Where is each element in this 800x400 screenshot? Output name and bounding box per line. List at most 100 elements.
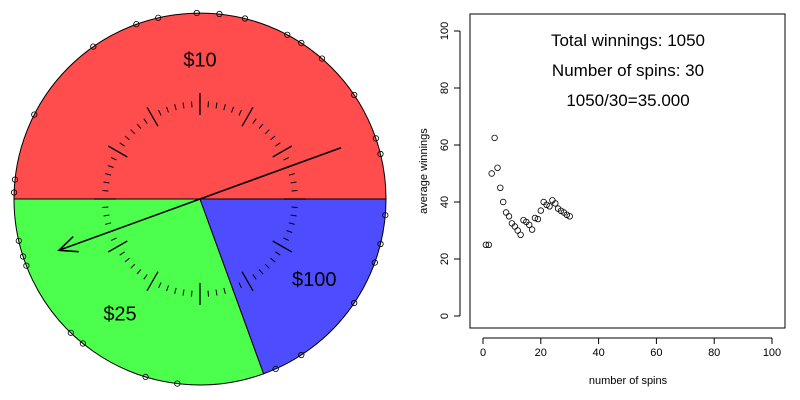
dial-tick [215, 289, 218, 296]
spinner-arrow-head [57, 236, 79, 253]
landing-point [15, 237, 22, 244]
landing-point [23, 262, 30, 269]
dial-tick [124, 257, 130, 263]
data-point [517, 231, 524, 238]
landing-point [382, 212, 389, 219]
landing-point [19, 253, 27, 260]
dial-tick [166, 106, 169, 113]
data-point [491, 134, 498, 142]
annotation-number-of-spins: Number of spins: 30 [552, 61, 704, 80]
data-point [546, 203, 553, 210]
wheel-slice-label: $10 [183, 50, 216, 72]
dial-tick [283, 237, 290, 241]
landing-point [142, 373, 149, 380]
dial-tick [143, 118, 148, 124]
landing-point [11, 189, 18, 196]
x-tick-label: 20 [535, 347, 547, 359]
dial-tick [291, 206, 298, 208]
dial-tick [146, 106, 159, 127]
y-tick-label: 100 [439, 22, 451, 40]
dial-tick [119, 142, 125, 147]
x-tick-label: 0 [480, 347, 486, 359]
dial-tick [207, 101, 209, 108]
landing-point [377, 240, 384, 248]
landing-point [377, 150, 384, 158]
dial-tick [241, 106, 254, 127]
dial-tick [272, 145, 293, 158]
landing-point [284, 31, 291, 38]
landing-point [193, 9, 200, 17]
dial-tick [238, 282, 242, 289]
data-point [566, 213, 573, 220]
dial-tick [110, 237, 117, 241]
dial-tick [223, 287, 226, 294]
dial-tick [158, 282, 162, 289]
annotation-average: 1050/30=35.000 [566, 91, 689, 110]
y-axis-title: average winnings [418, 128, 430, 214]
data-point [531, 214, 539, 222]
dial-tick [275, 142, 281, 147]
dial-tick [215, 102, 218, 109]
y-tick-label: 80 [439, 82, 451, 94]
data-point [497, 184, 504, 191]
x-tick-label: 80 [708, 347, 720, 359]
spinner-arrow [58, 146, 342, 252]
dial-tick [241, 271, 254, 292]
dial-tick [290, 214, 297, 217]
landing-point [372, 135, 379, 142]
dial-tick [288, 222, 295, 225]
data-point [494, 164, 501, 171]
dial-tick [231, 106, 234, 113]
dial-tick [252, 118, 257, 124]
data-point [488, 170, 495, 177]
dial-tick [107, 240, 128, 253]
dial-tick [146, 271, 159, 292]
dial-tick [174, 287, 177, 294]
data-point [552, 200, 559, 207]
dial-tick [103, 181, 110, 184]
x-tick-label: 100 [763, 347, 781, 359]
dial-tick [283, 157, 290, 161]
dial-tick [264, 263, 270, 269]
dial-tick [258, 269, 264, 275]
landing-point [241, 15, 249, 22]
dial-tick [102, 190, 109, 192]
dial-tick [270, 135, 276, 141]
dial-tick [103, 214, 110, 217]
dial-tick [105, 173, 112, 176]
landing-point [318, 55, 326, 62]
wheel-slice-label: $100 [292, 269, 337, 291]
data-point [505, 213, 513, 220]
dial-tick [252, 274, 257, 280]
landing-point [174, 380, 181, 387]
landing-point [31, 111, 38, 118]
landing-point [298, 351, 305, 359]
y-tick-label: 40 [439, 196, 451, 208]
y-tick-label: 20 [439, 253, 451, 265]
dial-tick [272, 240, 293, 253]
dial-tick [191, 290, 193, 297]
data-point [485, 241, 492, 248]
dial-tick [258, 123, 264, 129]
wheel-slice-2 [199, 198, 387, 375]
landing-point [216, 10, 223, 18]
dial-tick [191, 101, 193, 108]
dial-tick [102, 206, 109, 208]
dial-tick [107, 145, 128, 158]
data-point [534, 215, 542, 223]
dial-tick [231, 285, 234, 292]
landing-point [79, 340, 87, 347]
data-point [499, 198, 507, 206]
landing-point [11, 176, 19, 183]
x-axis-title: number of spins [589, 375, 668, 387]
dial-tick [238, 109, 242, 116]
wheel-slice-label: $25 [103, 303, 136, 325]
dial-tick [158, 109, 162, 116]
dial-tick [130, 263, 136, 269]
plot-frame [469, 13, 786, 329]
x-tick-label: 60 [650, 347, 662, 359]
dial-tick [110, 157, 117, 161]
landing-point [371, 259, 378, 266]
dial-tick [182, 102, 185, 109]
